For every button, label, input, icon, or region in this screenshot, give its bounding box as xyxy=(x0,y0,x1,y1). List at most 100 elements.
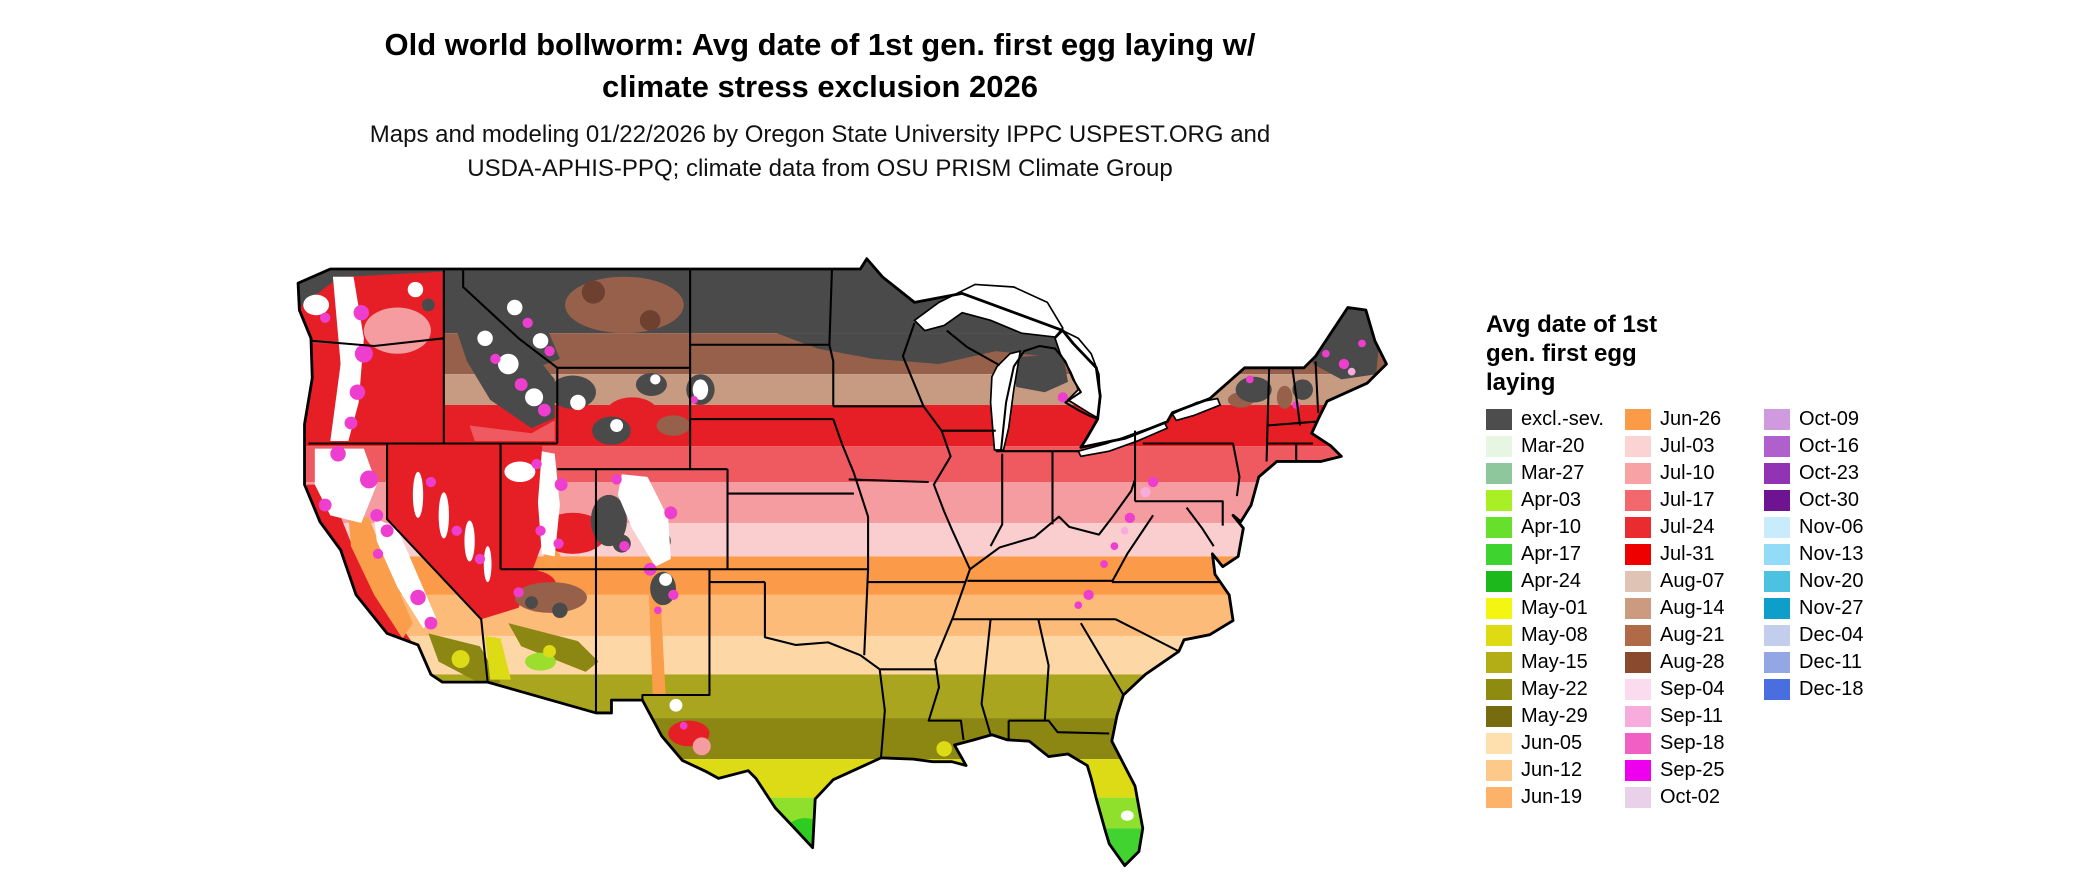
lake-superior xyxy=(913,283,1064,338)
legend-label: Oct-02 xyxy=(1660,786,1721,808)
legend-item: Nov-13 xyxy=(1764,541,1903,568)
legend-label: excl.-sev. xyxy=(1521,408,1604,430)
legend-item: Dec-11 xyxy=(1764,649,1903,676)
legend-label: May-29 xyxy=(1521,705,1588,727)
legend-swatch xyxy=(1486,733,1512,754)
legend-label: Sep-11 xyxy=(1660,705,1724,727)
legend-item: May-01 xyxy=(1486,595,1625,622)
legend-item: Jul-10 xyxy=(1625,460,1764,487)
legend-label: Oct-16 xyxy=(1799,435,1860,457)
legend-item: Dec-18 xyxy=(1764,676,1903,703)
map-subtitle-line1: Maps and modeling 01/22/2026 by Oregon S… xyxy=(369,121,1271,148)
legend-label: Aug-07 xyxy=(1660,570,1725,592)
legend-label: Jul-24 xyxy=(1660,516,1715,538)
legend-label: Nov-13 xyxy=(1799,543,1864,565)
legend-item: Aug-14 xyxy=(1625,595,1764,622)
legend-label: Apr-17 xyxy=(1521,543,1582,565)
legend-label: Apr-03 xyxy=(1521,489,1582,511)
legend-item: Jun-26 xyxy=(1625,406,1764,433)
legend-item: May-15 xyxy=(1486,649,1625,676)
legend-label: Apr-10 xyxy=(1521,516,1582,538)
legend-label: Dec-18 xyxy=(1799,678,1864,700)
legend-label: Apr-24 xyxy=(1521,570,1582,592)
legend-item: Oct-02 xyxy=(1625,784,1764,811)
legend-columns: excl.-sev. Mar-20 Mar-27 Apr-03 Apr-10 Apr-17… xyxy=(1486,406,1966,811)
legend-title-line1: Avg date of 1st xyxy=(1486,311,1658,338)
legend-item: Apr-17 xyxy=(1486,541,1625,568)
map-title-line1: Old world bollworm: Avg date of 1st gen.… xyxy=(384,27,1256,62)
legend-label: May-15 xyxy=(1521,651,1588,673)
legend-swatch xyxy=(1764,436,1790,457)
legend-label: Dec-04 xyxy=(1799,624,1864,646)
legend-label: Oct-23 xyxy=(1799,462,1860,484)
legend-label: Jul-31 xyxy=(1660,543,1715,565)
legend-swatch xyxy=(1625,733,1651,754)
legend-item: Jun-19 xyxy=(1486,784,1625,811)
legend-item: Oct-23 xyxy=(1764,460,1903,487)
legend-swatch xyxy=(1625,490,1651,511)
legend-swatch xyxy=(1486,517,1512,538)
legend-item: Jul-31 xyxy=(1625,541,1764,568)
legend-label: Jul-17 xyxy=(1660,489,1715,511)
legend-swatch xyxy=(1486,679,1512,700)
legend-column: Jun-26 Jul-03 Jul-10 Jul-17 Jul-24 Jul-31 Aug-… xyxy=(1625,406,1764,811)
legend-label: Sep-25 xyxy=(1660,759,1725,781)
legend-swatch xyxy=(1764,463,1790,484)
legend-label: May-01 xyxy=(1521,597,1588,619)
legend-label: Jun-12 xyxy=(1521,759,1583,781)
map-title-line2: climate stress exclusion 2026 xyxy=(602,69,1038,104)
legend-swatch xyxy=(1486,652,1512,673)
legend-swatch xyxy=(1764,490,1790,511)
legend-label: Dec-11 xyxy=(1799,651,1862,673)
legend-item: Sep-11 xyxy=(1625,703,1764,730)
legend-item: Jul-24 xyxy=(1625,514,1764,541)
legend-item: Mar-20 xyxy=(1486,433,1625,460)
legend-swatch xyxy=(1486,490,1512,511)
legend-swatch xyxy=(1486,463,1512,484)
legend-item: excl.-sev. xyxy=(1486,406,1625,433)
legend-item: Nov-20 xyxy=(1764,568,1903,595)
legend-label: Mar-20 xyxy=(1521,435,1585,457)
legend-item: Aug-07 xyxy=(1625,568,1764,595)
legend-label: Jun-26 xyxy=(1660,408,1722,430)
legend-swatch xyxy=(1625,760,1651,781)
legend-label: Nov-06 xyxy=(1799,516,1864,538)
legend-swatch xyxy=(1764,598,1790,619)
us-choropleth-map xyxy=(222,210,1460,890)
legend-item: Sep-18 xyxy=(1625,730,1764,757)
legend-label: Oct-09 xyxy=(1799,408,1860,430)
legend-item: Apr-03 xyxy=(1486,487,1625,514)
legend-column: Oct-09 Oct-16 Oct-23 Oct-30 Nov-06 Nov-13 Nov-… xyxy=(1764,406,1903,811)
legend-item: Jun-05 xyxy=(1486,730,1625,757)
legend-swatch xyxy=(1625,571,1651,592)
map-subtitle-line2: USDA-APHIS-PPQ; climate data from OSU PR… xyxy=(467,155,1173,182)
legend-label: Nov-27 xyxy=(1799,597,1864,619)
legend-swatch xyxy=(1764,544,1790,565)
legend-item: Apr-24 xyxy=(1486,568,1625,595)
legend-swatch xyxy=(1625,409,1651,430)
legend-swatch xyxy=(1625,625,1651,646)
map-fill-layers xyxy=(298,258,1387,866)
legend-label: May-08 xyxy=(1521,624,1588,646)
legend-label: Nov-20 xyxy=(1799,570,1864,592)
us-map-svg xyxy=(296,257,1388,868)
legend-item: Aug-28 xyxy=(1625,649,1764,676)
legend-label: Jul-10 xyxy=(1660,462,1715,484)
legend-swatch xyxy=(1764,517,1790,538)
legend-label: Sep-04 xyxy=(1660,678,1725,700)
legend-swatch xyxy=(1764,652,1790,673)
legend-item: Apr-10 xyxy=(1486,514,1625,541)
legend-swatch xyxy=(1625,679,1651,700)
legend-swatch xyxy=(1764,571,1790,592)
legend-swatch xyxy=(1486,436,1512,457)
legend-swatch xyxy=(1486,706,1512,727)
legend-item: Nov-06 xyxy=(1764,514,1903,541)
legend-swatch xyxy=(1764,679,1790,700)
legend-swatch xyxy=(1625,598,1651,619)
legend-label: Mar-27 xyxy=(1521,462,1585,484)
legend-title-line2: gen. first egg xyxy=(1486,340,1637,367)
legend-title: Avg date of 1st gen. first egg laying xyxy=(1486,310,1966,397)
legend-swatch xyxy=(1625,652,1651,673)
legend-swatch xyxy=(1625,544,1651,565)
